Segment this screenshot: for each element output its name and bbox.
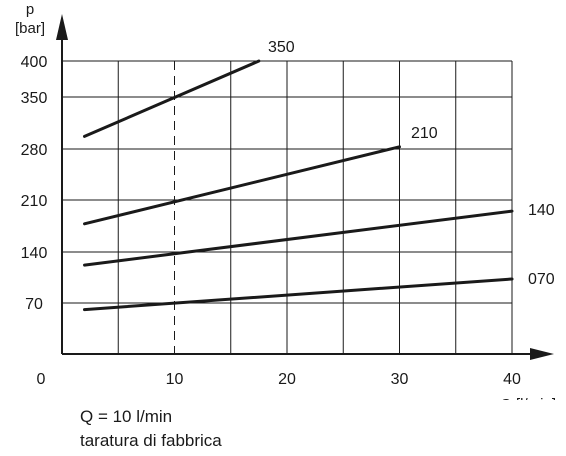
series-label-070: 070 bbox=[528, 271, 555, 288]
series-label-140: 140 bbox=[528, 202, 555, 219]
x-tick-label-20: 20 bbox=[278, 371, 296, 388]
labels: 70 140 210 280 350 400 0 10 20 30 40 p [bar] Q [l/min… bbox=[15, 1, 556, 400]
x-axis-title: Q [l/min] bbox=[500, 396, 556, 400]
y-axis-title-symbol: p bbox=[26, 1, 34, 18]
y-tick-label-280: 280 bbox=[21, 142, 48, 159]
series-label-350: 350 bbox=[268, 39, 295, 56]
y-tick-label-140: 140 bbox=[21, 245, 48, 262]
x-tick-label-10: 10 bbox=[166, 371, 184, 388]
series-label-210: 210 bbox=[411, 125, 438, 142]
note-factory-setting: taratura di fabbrica bbox=[80, 431, 222, 450]
series-lines bbox=[83, 59, 514, 312]
y-tick-label-350: 350 bbox=[21, 90, 48, 107]
series-line-140 bbox=[83, 209, 514, 267]
pressure-flow-chart: 70 140 210 280 350 400 0 10 20 30 40 p [bar] Q [l/min… bbox=[15, 1, 556, 400]
y-tick-label-210: 210 bbox=[21, 193, 48, 210]
y-axis-title-unit: [bar] bbox=[15, 20, 45, 37]
note-flow: Q = 10 l/min bbox=[80, 407, 173, 426]
x-tick-label-30: 30 bbox=[391, 371, 409, 388]
series-line-350 bbox=[83, 59, 261, 138]
series-line-070 bbox=[83, 277, 514, 312]
notes: Q = 10 l/min taratura di fabbrica bbox=[80, 405, 222, 453]
origin-label: 0 bbox=[37, 371, 46, 388]
grid bbox=[62, 60, 513, 354]
x-axis-arrow-icon bbox=[530, 348, 554, 360]
y-tick-label-400: 400 bbox=[21, 54, 48, 71]
axes bbox=[56, 14, 554, 360]
x-tick-label-40: 40 bbox=[503, 371, 521, 388]
series-line-210 bbox=[83, 145, 401, 226]
y-axis-arrow-icon bbox=[56, 14, 68, 40]
y-tick-label-70: 70 bbox=[25, 296, 43, 313]
